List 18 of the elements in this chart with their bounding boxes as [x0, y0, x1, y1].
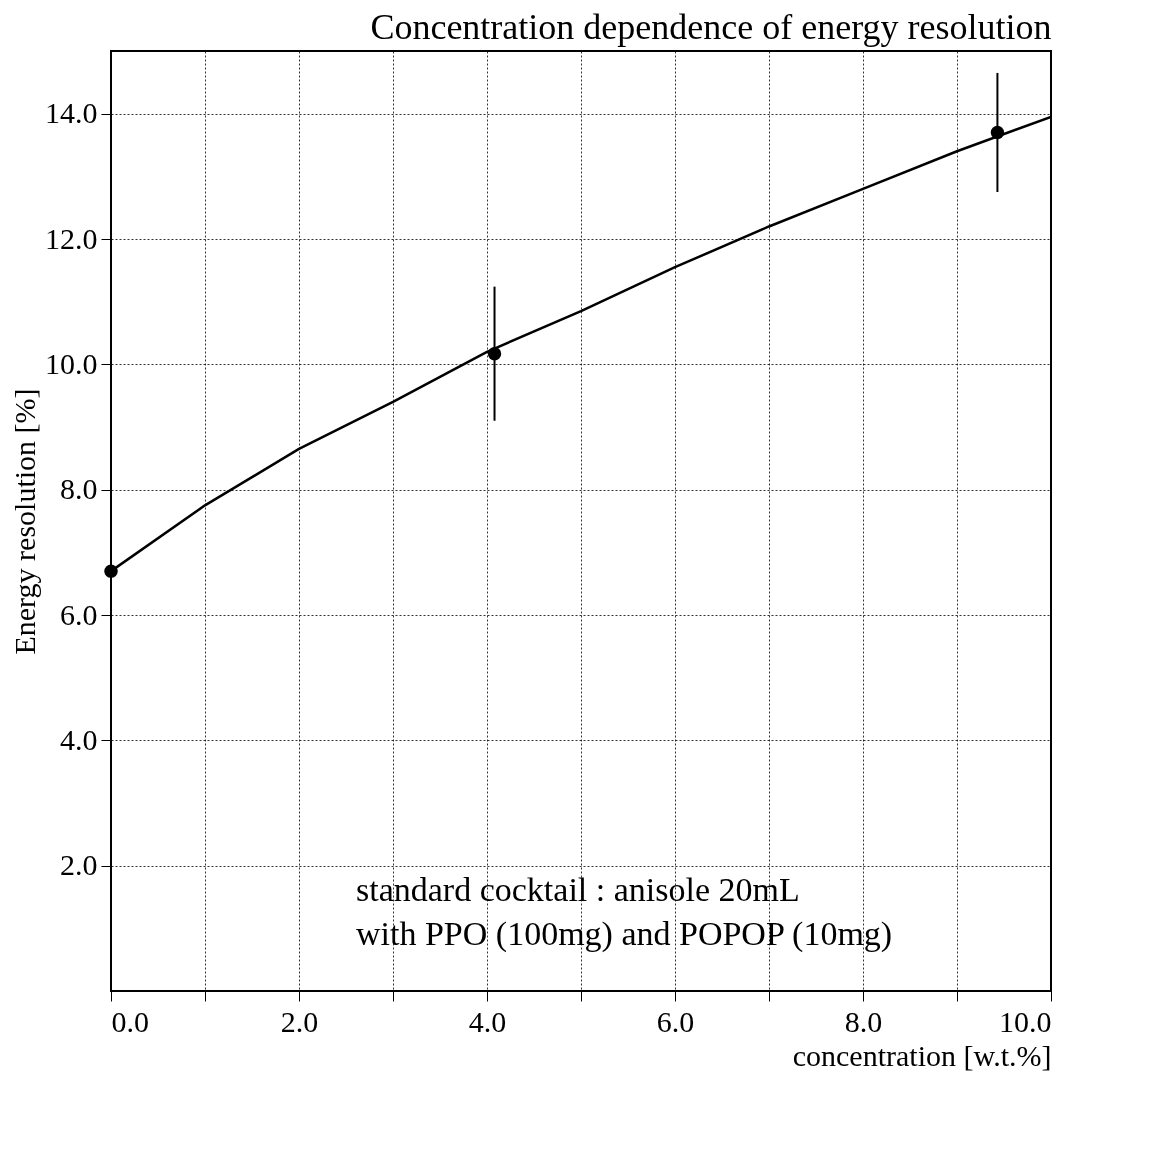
y-tick-label: 2.0	[60, 848, 98, 882]
y-tick-label: 10.0	[45, 346, 98, 380]
x-tick-label: 10.0	[999, 1004, 1052, 1038]
y-tick-label: 14.0	[45, 96, 98, 130]
annotation: with PPO (100mg) and POPOP (10mg)	[356, 915, 893, 953]
annotation: standard cocktail : anisole 20mL	[356, 871, 800, 908]
y-tick-label: 6.0	[60, 597, 98, 631]
y-tick-label: 4.0	[60, 722, 98, 756]
y-axis-title: Energy resolution [%]	[8, 388, 41, 655]
x-tick-label: 6.0	[656, 1004, 695, 1038]
y-tick-label: 8.0	[60, 472, 98, 506]
x-axis-title: concentration [w.t.%]	[792, 1038, 1052, 1072]
chart-title: Concentration dependence of energy resolution	[370, 7, 1052, 47]
x-tick-label: 2.0	[280, 1004, 319, 1038]
x-tick-label: 0.0	[111, 1004, 149, 1038]
x-tick-label: 4.0	[468, 1004, 507, 1038]
x-tick-label: 8.0	[844, 1004, 883, 1038]
y-tick-label: 12.0	[45, 221, 98, 255]
